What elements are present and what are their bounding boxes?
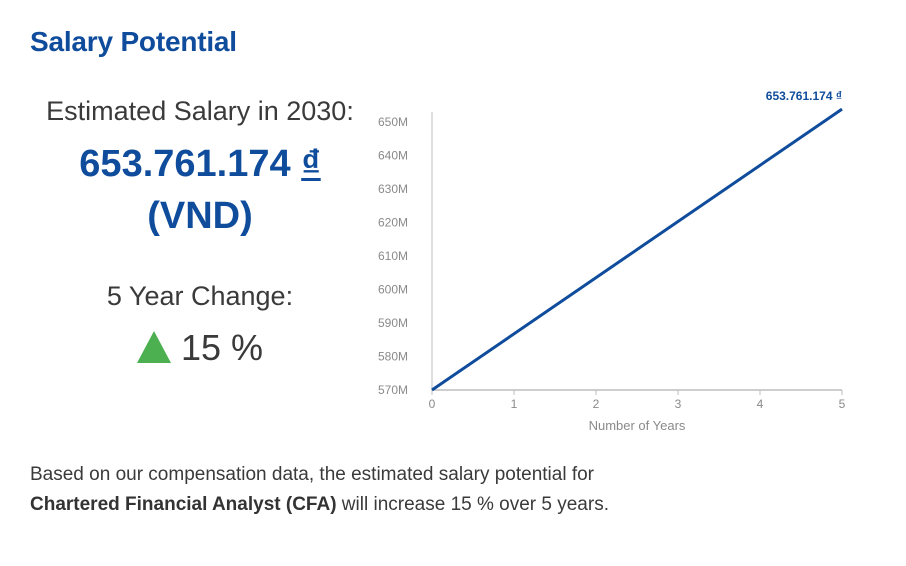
five-year-change-value: 15 %	[180, 327, 264, 368]
y-tick-label: 600M	[378, 282, 408, 296]
description-suffix: will increase 15 % over 5 years.	[336, 494, 609, 515]
five-year-change-label: 5 Year Change:	[106, 281, 294, 311]
x-axis-ticks: 0 1 2 3 4 5	[429, 390, 846, 411]
y-tick-label: 640M	[378, 148, 408, 162]
x-tick-label: 0	[429, 397, 436, 411]
description-role: Chartered Financial Analyst (CFA)	[30, 494, 337, 515]
salary-description: Based on our compensation data, the esti…	[30, 460, 620, 520]
currency-symbol: ₫	[301, 143, 321, 185]
salary-summary: Estimated Salary in 2030: 653.761.174 ₫ …	[30, 92, 370, 368]
y-axis-ticks: 570M 580M 590M 600M 610M 620M 630M 640M 650M	[378, 115, 408, 397]
x-axis-label: Number of Years	[589, 418, 686, 433]
x-tick-label: 5	[839, 397, 846, 411]
salary-line-chart: 570M 580M 590M 600M 610M 620M 630M 640M 650M 0 1 2…	[378, 89, 846, 433]
x-tick-label: 2	[593, 397, 600, 411]
estimated-salary-amount: 653.761.174	[79, 143, 291, 185]
currency-code: (VND)	[147, 195, 253, 237]
y-tick-label: 590M	[378, 316, 408, 330]
y-tick-label: 650M	[378, 115, 408, 129]
x-tick-label: 3	[675, 397, 682, 411]
salary-series-line	[431, 107, 843, 392]
x-tick-label: 1	[511, 397, 518, 411]
five-year-change: 15 %	[30, 328, 370, 368]
y-tick-label: 630M	[378, 182, 408, 196]
up-arrow-icon	[136, 331, 171, 363]
y-tick-label: 610M	[378, 249, 408, 263]
description-prefix: Based on our compensation data, the esti…	[30, 464, 595, 485]
y-tick-label: 570M	[378, 383, 408, 397]
y-tick-label: 620M	[378, 215, 408, 229]
estimated-salary-value: 653.761.174 ₫ (VND)	[30, 138, 370, 242]
y-tick-label: 580M	[378, 349, 408, 363]
estimated-salary-label: Estimated Salary in 2030:	[46, 96, 354, 126]
x-tick-label: 4	[757, 397, 764, 411]
chart-series	[431, 107, 843, 392]
section-title: Salary Potential	[30, 26, 237, 57]
end-value-label: 653.761.174 ₫	[766, 89, 842, 103]
